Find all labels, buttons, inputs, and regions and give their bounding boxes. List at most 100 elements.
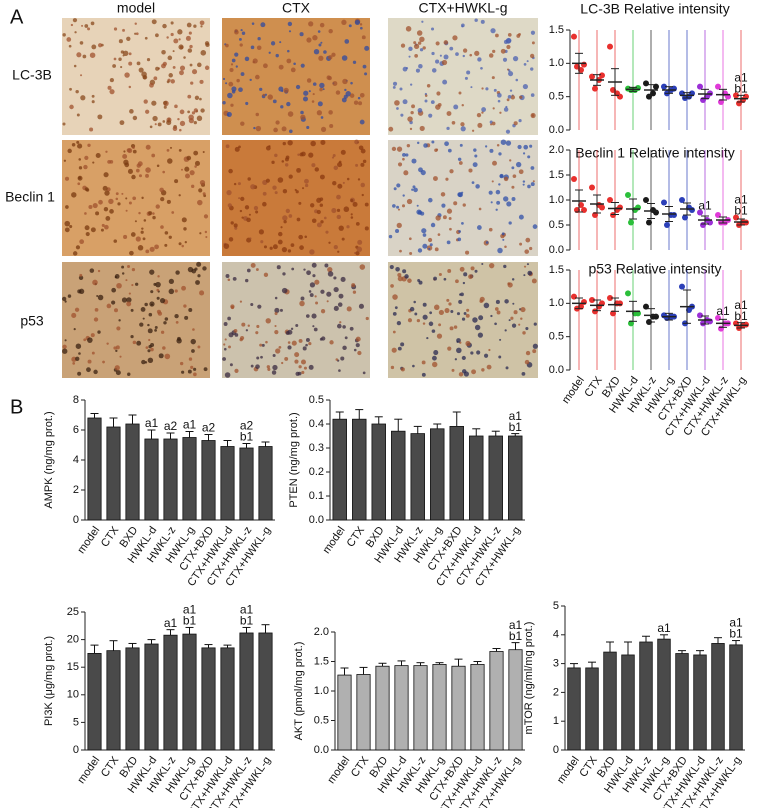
error-bar [665, 312, 673, 321]
cell-nucleus [340, 149, 346, 155]
significance-label: a2 [240, 419, 254, 433]
bar [182, 437, 197, 521]
cell-nucleus [238, 197, 241, 200]
cell-nucleus [265, 178, 270, 183]
cell-nucleus [300, 63, 305, 68]
y-tick-label: 15 [67, 661, 79, 673]
cell-nucleus [513, 310, 518, 315]
data-point [715, 83, 721, 90]
cell-nucleus [262, 201, 267, 207]
bar [621, 654, 635, 751]
error-bar [491, 430, 500, 436]
cell-nucleus [245, 278, 249, 283]
cell-nucleus [146, 58, 151, 62]
cell-nucleus [419, 125, 425, 132]
cell-nucleus [463, 311, 467, 315]
cell-nucleus [400, 367, 405, 372]
cell-nucleus [122, 153, 128, 159]
cell-nucleus [317, 101, 323, 107]
cell-nucleus [261, 343, 265, 347]
cell-nucleus [171, 211, 175, 214]
data-point [599, 72, 605, 79]
cell-nucleus [338, 293, 344, 299]
cell-nucleus [480, 66, 483, 70]
y-tick-label: 5 [553, 600, 559, 612]
cell-nucleus [118, 57, 122, 61]
cell-nucleus [492, 160, 497, 166]
error-bar [593, 194, 601, 214]
cell-nucleus [501, 232, 505, 236]
error-bar [242, 626, 251, 633]
cell-nucleus [319, 337, 323, 341]
cell-nucleus [431, 51, 435, 56]
image-row-label: Beclin 1 [5, 189, 55, 205]
y-tick-label: 0 [553, 744, 559, 756]
cell-nucleus [149, 246, 155, 252]
cell-nucleus [460, 122, 465, 127]
cell-nucleus [272, 364, 278, 371]
cell-nucleus [175, 270, 180, 275]
cell-nucleus [132, 340, 137, 345]
cell-nucleus [471, 181, 475, 185]
cell-nucleus [123, 50, 129, 57]
cell-nucleus [507, 32, 512, 37]
cell-nucleus [295, 84, 301, 90]
error-bar [647, 84, 655, 96]
cell-nucleus [412, 364, 415, 368]
cell-nucleus [249, 78, 252, 82]
cell-nucleus [499, 338, 502, 341]
cell-nucleus [503, 107, 509, 112]
cell-nucleus [449, 326, 454, 331]
cell-nucleus [94, 307, 99, 312]
cell-nucleus [117, 202, 121, 206]
cell-nucleus [200, 108, 205, 113]
cell-nucleus [522, 183, 525, 186]
error-bar [593, 299, 601, 312]
cell-nucleus [155, 66, 160, 71]
error-bar [719, 216, 727, 224]
cell-nucleus [102, 185, 108, 191]
cell-nucleus [446, 208, 453, 214]
cell-nucleus [331, 156, 335, 159]
cell-nucleus [305, 337, 310, 342]
error-bar [647, 308, 655, 323]
cell-nucleus [435, 104, 441, 110]
cell-nucleus [496, 310, 501, 315]
cell-nucleus [428, 321, 434, 327]
cell-nucleus [191, 184, 195, 189]
data-point [617, 300, 623, 307]
cell-nucleus [360, 26, 363, 30]
cell-nucleus [331, 208, 337, 214]
cell-nucleus [77, 175, 83, 181]
cell-nucleus [176, 338, 182, 344]
cell-nucleus [169, 146, 173, 149]
cell-nucleus [263, 245, 267, 249]
cell-nucleus [260, 22, 266, 28]
cell-nucleus [278, 64, 284, 70]
cell-nucleus [419, 48, 424, 52]
cell-nucleus [113, 57, 117, 61]
cell-nucleus [177, 29, 183, 35]
cell-nucleus [523, 144, 529, 150]
cell-nucleus [511, 197, 516, 201]
cell-nucleus [121, 265, 125, 269]
cell-nucleus [484, 145, 488, 148]
cell-nucleus [332, 180, 337, 186]
cell-nucleus [503, 264, 507, 269]
cell-nucleus [194, 267, 198, 271]
cell-nucleus [497, 247, 503, 254]
cell-nucleus [313, 327, 318, 332]
cell-nucleus [416, 141, 420, 145]
cell-nucleus [181, 285, 186, 291]
cell-nucleus [477, 57, 482, 62]
cell-nucleus [167, 55, 173, 61]
cell-nucleus [402, 269, 407, 274]
cell-nucleus [342, 78, 348, 85]
significance-label: b1 [509, 420, 523, 434]
cell-nucleus [249, 237, 252, 240]
cell-nucleus [312, 274, 316, 278]
y-tick-label: 0.0 [549, 364, 564, 376]
cell-nucleus [191, 69, 198, 75]
cell-nucleus [118, 39, 123, 44]
